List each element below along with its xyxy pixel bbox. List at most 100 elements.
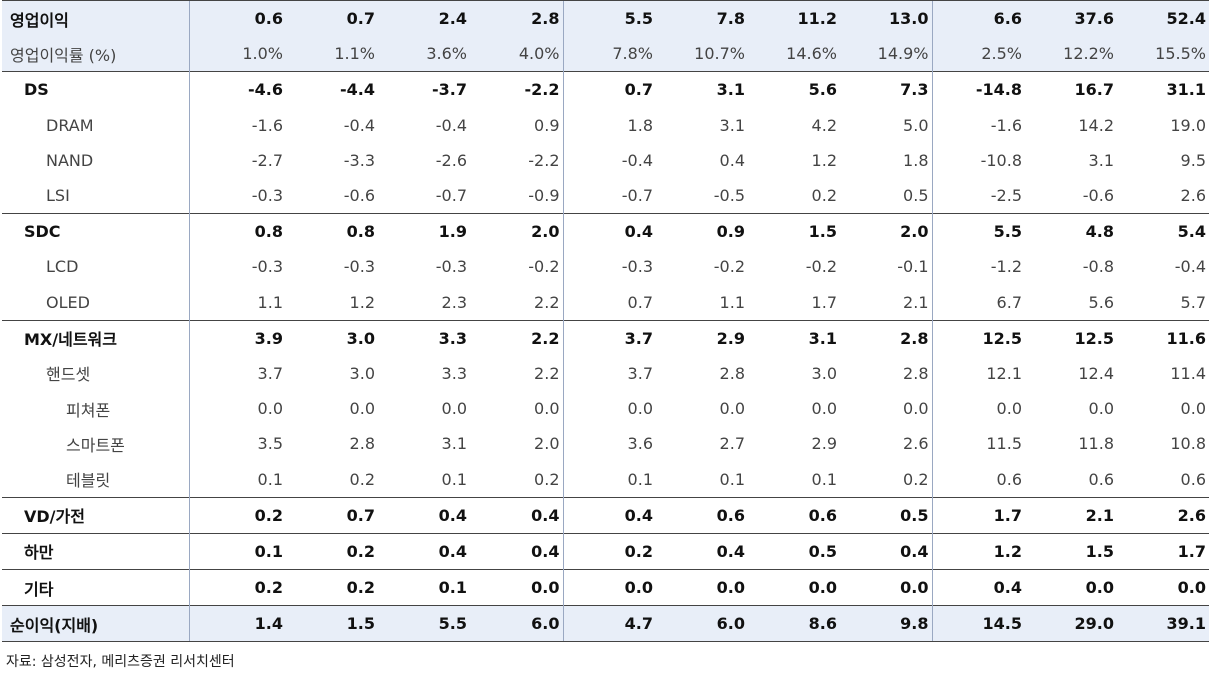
value-cell: 4.0% [470,36,563,72]
value-cell: 0.2 [286,532,378,570]
row-tablet: 테블릿 0.1 0.2 0.1 0.2 0.1 0.1 0.1 0.2 0.6 0.6 0.6 [2,461,1209,498]
value-cell: 5.5 [562,0,656,37]
value-cell: 7.3 [840,71,932,108]
value-cell: 3.0 [286,319,378,356]
value-cell: 0.6 [931,461,1025,498]
value-cell: 0.2 [286,568,378,606]
value-cell: -0.1 [897,257,929,277]
value-cell: 0.8 [286,213,378,250]
row-label: 하만 [2,532,189,570]
value-cell: 12.4 [1078,363,1114,383]
value-cell: 3.1 [748,319,840,356]
value-cell: 3.7 [562,355,656,392]
value-cell: 1.1 [188,284,286,321]
value-cell: 2.2 [534,292,560,312]
row-feature-phone: 피쳐폰 0.0 0.0 0.0 0.0 0.0 0.0 0.0 0.0 0.0 0.0 0.0 [2,391,1209,427]
value-cell: 1.0% [188,36,286,72]
value-cell: 0.2 [811,186,837,206]
row-handset: 핸드셋 3.7 3.0 3.3 2.2 3.7 2.8 3.0 2.8 12.1 12.4 11.4 [2,355,1209,392]
value-cell: 1.2 [349,292,375,312]
value-cell: 2.6 [1117,496,1209,534]
row-harman: 하만 0.1 0.2 0.4 0.4 0.2 0.4 0.5 0.4 1.2 1.5 1.7 [2,532,1209,570]
table-body: 영업이익 0.6 0.7 2.4 2.8 5.5 7.8 11.2 13.0 6.6 37.6 52.… [2,0,1209,643]
value-cell: 16.7 [1025,71,1117,108]
value-cell: 2.6 [1180,186,1206,206]
row-label: 테블릿 [66,471,111,491]
value-cell: 31.1 [1117,71,1209,108]
value-cell: -14.8 [931,71,1025,108]
value-cell: 1.5 [748,213,840,250]
value-cell: 5.7 [1180,292,1206,312]
value-cell: 0.0 [840,568,932,606]
row-label: 핸드셋 [46,365,91,385]
value-cell: 3.7 [562,319,656,356]
value-cell: 0.9 [656,213,748,250]
value-cell: 4.8 [1025,213,1117,250]
value-cell: 11.5 [931,426,1025,462]
row-label: NAND [46,150,94,170]
value-cell: 11.4 [1170,363,1206,383]
row-vd-appliance: VD/가전 0.2 0.7 0.4 0.4 0.4 0.6 0.6 0.5 1.7 2.1 2.6 [2,496,1209,534]
row-lsi: LSI -0.3 -0.6 -0.7 -0.9 -0.7 -0.5 0.2 0.5 -2.5 -0.… [2,177,1209,214]
value-cell: 0.4 [378,496,470,534]
value-cell: 0.4 [656,532,748,570]
value-cell: 2.8 [470,0,563,37]
value-cell: -0.2 [528,257,560,277]
value-cell: -3.7 [378,71,470,108]
value-cell: 0.6 [188,0,286,37]
value-cell: 0.2 [188,568,286,606]
value-cell: 0.2 [534,469,560,489]
value-cell: 0.1 [441,469,467,489]
value-cell: 0.0 [656,568,748,606]
row-sdc: SDC 0.8 0.8 1.9 2.0 0.4 0.9 1.5 2.0 5.5 4.8 5.4 [2,213,1209,250]
value-cell: 12.1 [931,355,1025,392]
value-cell: 0.0 [470,568,563,606]
value-cell: 2.8 [903,363,929,383]
value-cell: 2.5% [931,36,1025,72]
operating-profit-table: 영업이익 0.6 0.7 2.4 2.8 5.5 7.8 11.2 13.0 6.6 37.6 52.… [2,0,1209,643]
value-cell: 2.4 [378,0,470,37]
value-cell: -10.8 [931,142,1025,178]
value-cell: 1.5 [1025,532,1117,570]
value-cell: 0.6 [656,496,748,534]
value-cell: -0.6 [343,186,375,206]
value-cell: 2.6 [903,434,929,454]
value-cell: 0.0 [1025,568,1117,606]
row-dram: DRAM -1.6 -0.4 -0.4 0.9 1.8 3.1 4.2 5.0 -1.6 14.2 1… [2,107,1209,143]
value-cell: 2.8 [719,363,745,383]
value-cell: -0.4 [1174,257,1206,277]
value-cell: 0.0 [903,399,929,419]
value-cell: 0.4 [840,532,932,570]
value-cell: 0.4 [562,213,656,250]
row-label: OLED [46,292,90,312]
value-cell: 0.0 [719,399,745,419]
row-oled: OLED 1.1 1.2 2.3 2.2 0.7 1.1 1.7 2.1 6.7 5.6 5.7 [2,284,1209,321]
row-label: DRAM [46,115,94,135]
value-cell: 6.0 [470,605,563,643]
value-cell: 0.8 [188,213,286,250]
value-cell: 12.5 [1025,319,1117,356]
value-cell: -1.2 [931,249,1025,285]
value-cell: -1.6 [188,107,286,143]
value-cell: 0.2 [349,469,375,489]
value-cell: 2.1 [1025,496,1117,534]
value-cell: 9.8 [840,605,932,643]
value-cell: 0.4 [470,532,563,570]
value-cell: 0.1 [188,532,286,570]
row-lcd: LCD -0.3 -0.3 -0.3 -0.2 -0.3 -0.2 -0.2 -0.1 -1.2-… [2,249,1209,285]
value-cell: -0.7 [562,177,656,214]
value-cell: 0.0 [931,391,1025,427]
value-cell: 2.9 [811,434,837,454]
value-cell: 0.5 [840,496,932,534]
value-cell: 0.6 [1088,469,1114,489]
value-cell: -0.2 [713,257,745,277]
value-cell: 11.8 [1078,434,1114,454]
value-cell: 0.4 [562,496,656,534]
value-cell: 1.9 [378,213,470,250]
value-cell: 0.4 [719,150,745,170]
value-cell: 2.0 [470,213,563,250]
value-cell: 10.7% [656,36,748,72]
value-cell: 2.8 [840,319,932,356]
value-cell: -0.5 [713,186,745,206]
